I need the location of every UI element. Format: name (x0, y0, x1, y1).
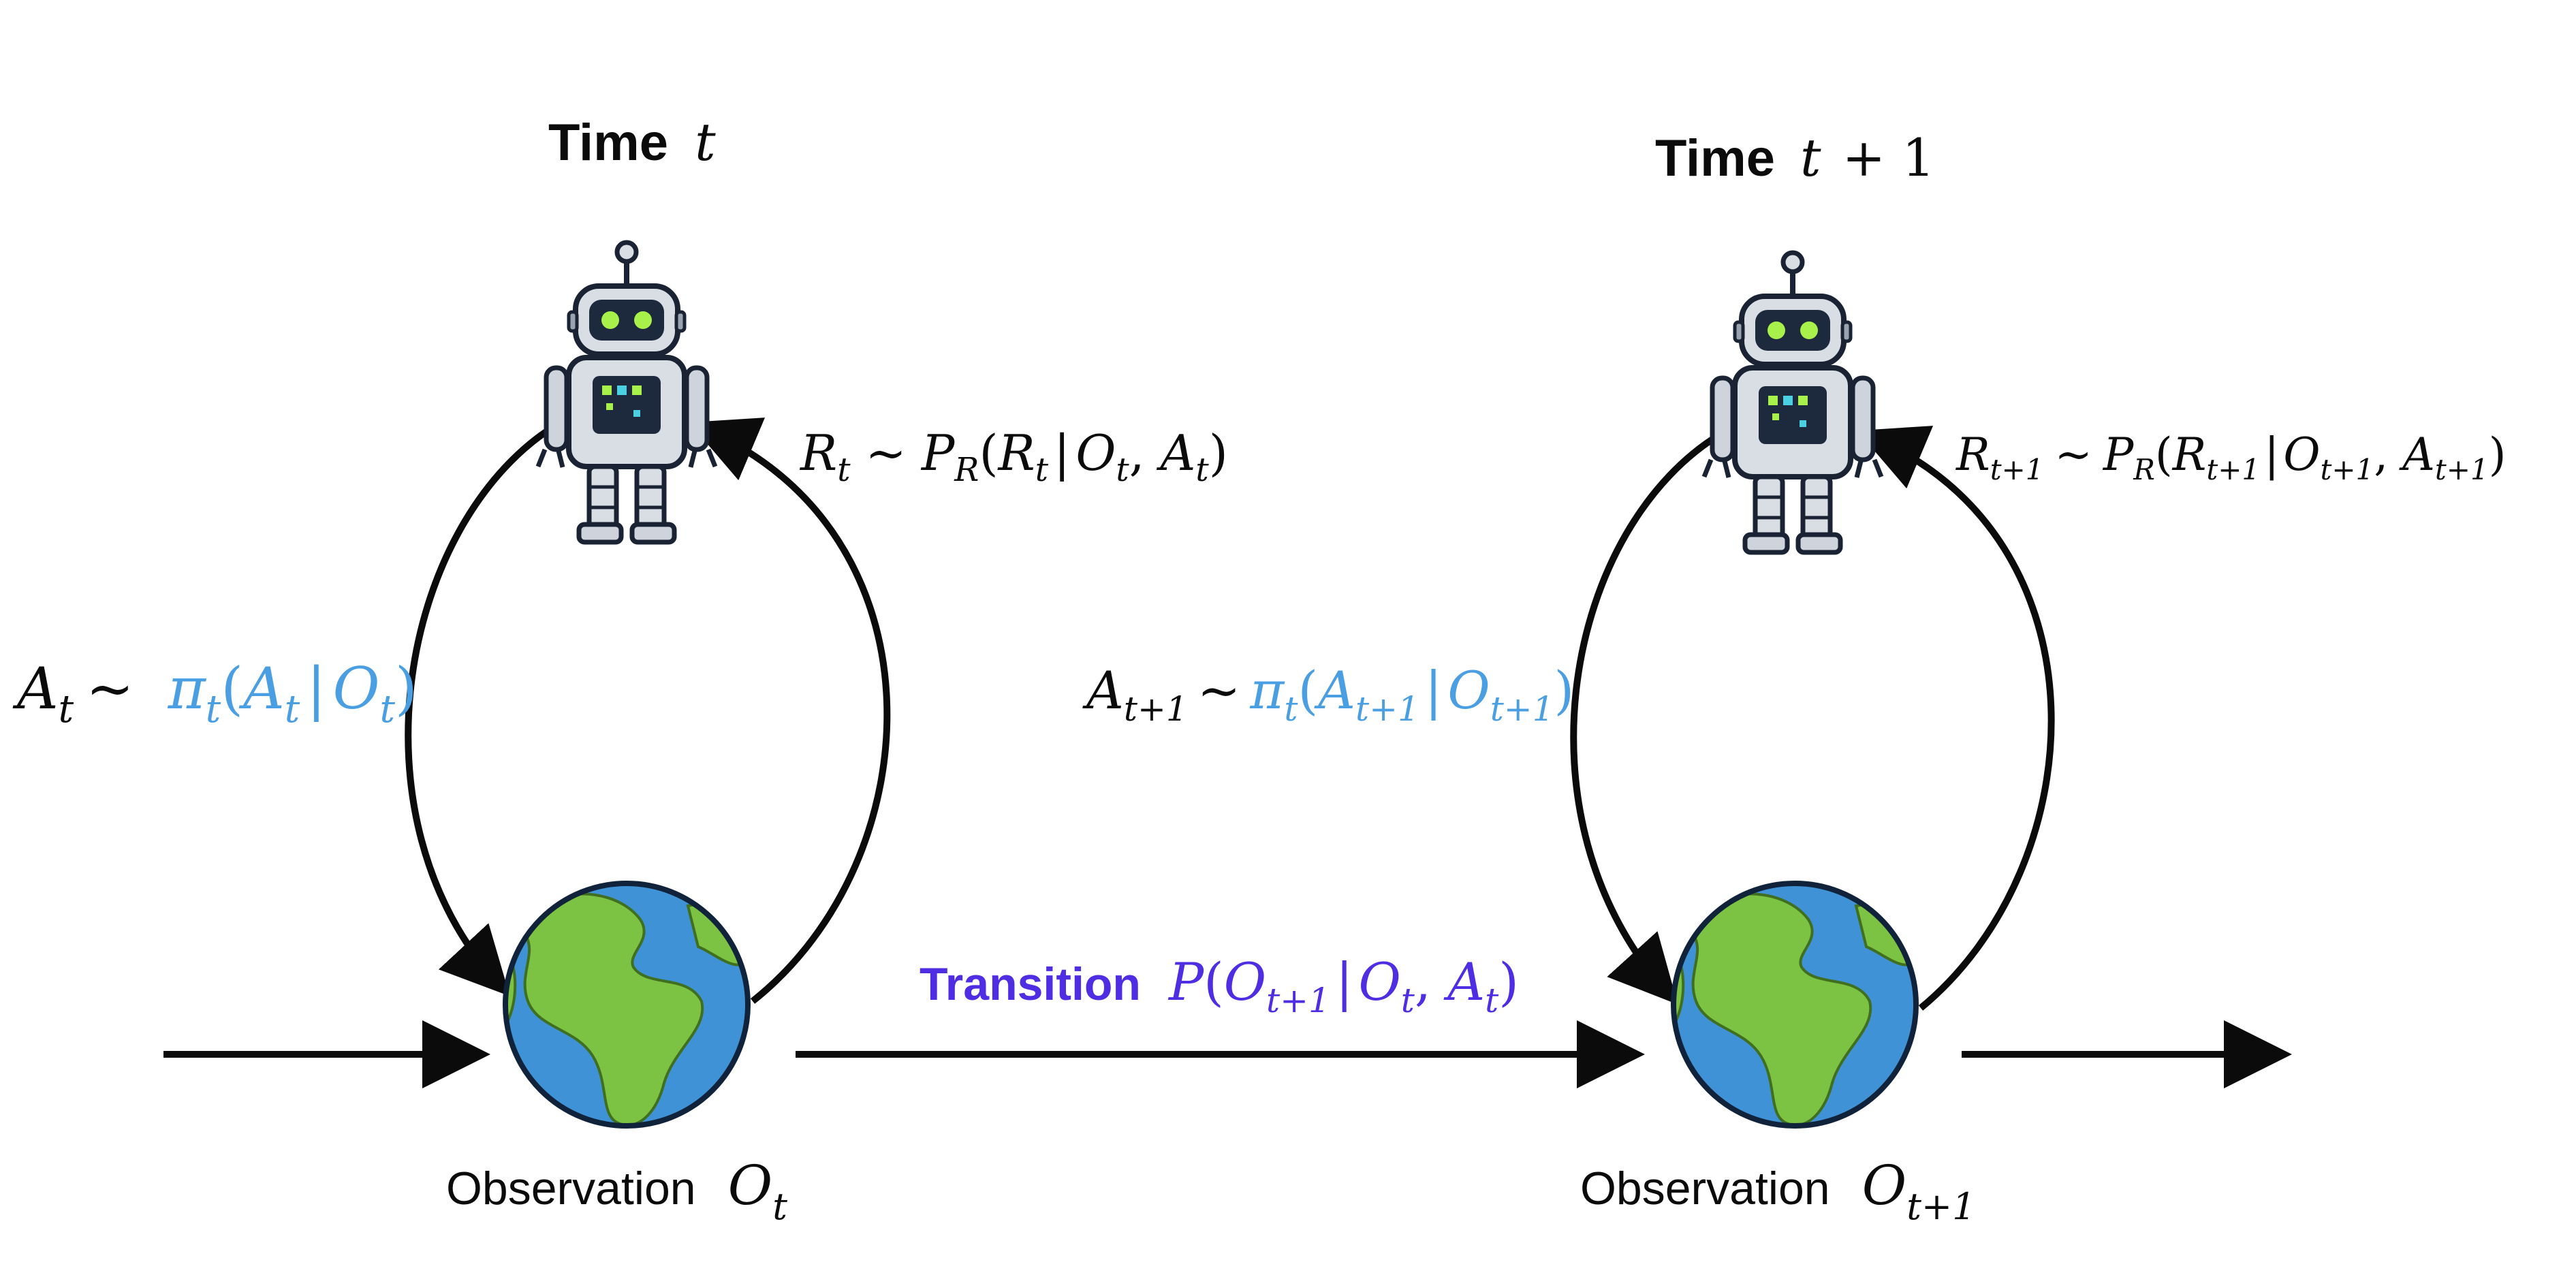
action-arrow-t (405, 420, 561, 996)
action-arrow-t1 (1570, 429, 1725, 1005)
globe-icon (1671, 881, 1919, 1129)
action-formula-t1: At+1 ~ πt(At+1 | Ot+1) (1082, 660, 1574, 729)
reward-formula-t1: Rt+1 ~ PR(Rt+1|Ot+1, At+1) (1955, 428, 2506, 486)
robot-icon (535, 240, 718, 545)
robot-icon (1701, 250, 1884, 555)
reward-arrow-t (689, 418, 891, 1004)
observation-label-t: Observation Ot (446, 1154, 787, 1228)
time-label-t: Time t (548, 112, 716, 172)
action-formula-t: At ~ πt(At | Ot) (12, 655, 418, 731)
reward-formula-t: Rt ~ PR(Rt | Ot, At) (799, 424, 1228, 489)
reward-arrow-t1 (1857, 426, 2055, 1011)
time-label-t1: Time t + 1 (1655, 127, 1935, 188)
observation-label-t1: Observation Ot+1 (1580, 1154, 1976, 1228)
globe-icon (503, 881, 751, 1129)
transition-label: Transition P(Ot+1 | Ot, At) (920, 951, 1519, 1020)
